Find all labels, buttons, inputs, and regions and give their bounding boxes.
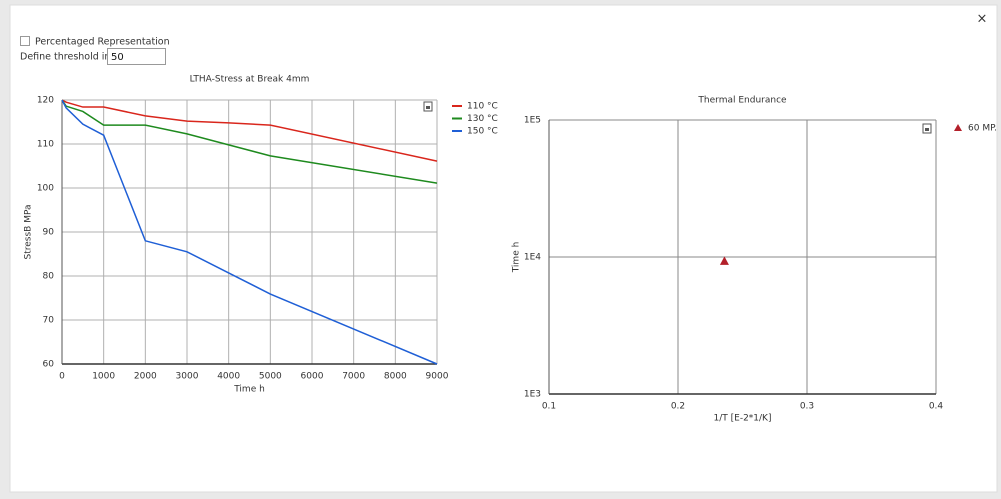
x-tick-label: 1000 [92, 372, 115, 382]
legend-label: 110 °C [467, 102, 498, 112]
x-tick-label: 9000 [426, 372, 449, 382]
y-tick-label: 100 [37, 184, 54, 194]
x-axis-label: 1/T [E-2*1/K] [714, 414, 772, 424]
dialog [9, 4, 998, 493]
threshold-value[interactable]: 50 [111, 52, 124, 63]
threshold-label: Define threshold in %: [20, 52, 126, 63]
line-series [61, 99, 438, 184]
x-tick-label: 0.3 [800, 402, 814, 412]
close-button[interactable]: × [977, 12, 988, 27]
y-tick-label: 1E5 [524, 116, 541, 126]
x-tick-label: 2000 [134, 372, 157, 382]
x-tick-label: 0.1 [542, 402, 556, 412]
legend-swatch [954, 124, 962, 131]
legend-label: 130 °C [467, 114, 498, 124]
y-axis-label: Time h [512, 242, 522, 274]
checkbox[interactable] [20, 36, 30, 46]
x-tick-label: 4000 [217, 372, 240, 382]
legend-label: 60 MP. [968, 124, 997, 134]
print-icon[interactable] [423, 101, 433, 112]
print-icon[interactable] [922, 123, 932, 134]
x-axis-label: Time h [233, 385, 265, 395]
y-tick-label: 110 [37, 140, 54, 150]
x-tick-label: 5000 [259, 372, 282, 382]
x-tick-label: 0 [59, 372, 65, 382]
x-tick-label: 7000 [342, 372, 365, 382]
checkbox-label: Percentaged Representation [35, 37, 170, 48]
y-tick-label: 1E3 [524, 390, 541, 400]
x-tick-label: 8000 [384, 372, 407, 382]
y-axis-label: StressB MPa [24, 205, 34, 260]
scatter-point [719, 256, 729, 265]
y-tick-label: 70 [43, 316, 55, 326]
x-tick-label: 6000 [301, 372, 324, 382]
y-tick-label: 1E4 [524, 253, 541, 263]
line-series [61, 99, 438, 162]
y-tick-label: 120 [37, 96, 54, 106]
threshold-input[interactable] [107, 48, 166, 65]
y-tick-label: 60 [43, 360, 55, 370]
x-tick-label: 0.4 [929, 402, 944, 412]
y-tick-label: 90 [43, 228, 55, 238]
x-tick-label: 3000 [176, 372, 199, 382]
chart-title: LTHA-Stress at Break 4mm [190, 75, 310, 85]
line-series [61, 99, 438, 365]
chart-title: Thermal Endurance [697, 96, 787, 106]
y-tick-label: 80 [43, 272, 55, 282]
x-tick-label: 0.2 [671, 402, 685, 412]
legend-label: 150 °C [467, 127, 498, 137]
